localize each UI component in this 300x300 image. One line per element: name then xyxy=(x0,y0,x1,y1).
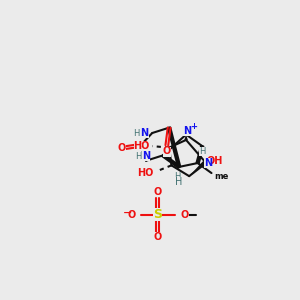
Text: me: me xyxy=(214,172,228,182)
Text: H: H xyxy=(134,128,140,137)
Text: H: H xyxy=(176,177,183,187)
Text: H: H xyxy=(135,152,142,160)
Text: OH: OH xyxy=(207,156,223,166)
Text: N: N xyxy=(204,158,212,168)
Text: S: S xyxy=(153,208,162,221)
Text: HO: HO xyxy=(137,168,154,178)
Text: −: − xyxy=(123,208,132,218)
Text: N: N xyxy=(183,126,191,136)
Text: O: O xyxy=(181,210,189,220)
Text: N: N xyxy=(142,151,150,161)
Polygon shape xyxy=(189,161,206,176)
Text: N: N xyxy=(140,128,148,138)
Text: O: O xyxy=(154,187,162,197)
Polygon shape xyxy=(184,135,188,140)
Text: O: O xyxy=(154,232,162,242)
Text: O: O xyxy=(163,146,171,157)
Text: O: O xyxy=(212,158,220,168)
Text: H: H xyxy=(199,147,206,156)
Text: +: + xyxy=(190,122,197,131)
Text: H: H xyxy=(174,172,181,181)
Text: O: O xyxy=(117,143,125,153)
Text: HO: HO xyxy=(134,141,150,151)
Text: O: O xyxy=(127,210,135,220)
